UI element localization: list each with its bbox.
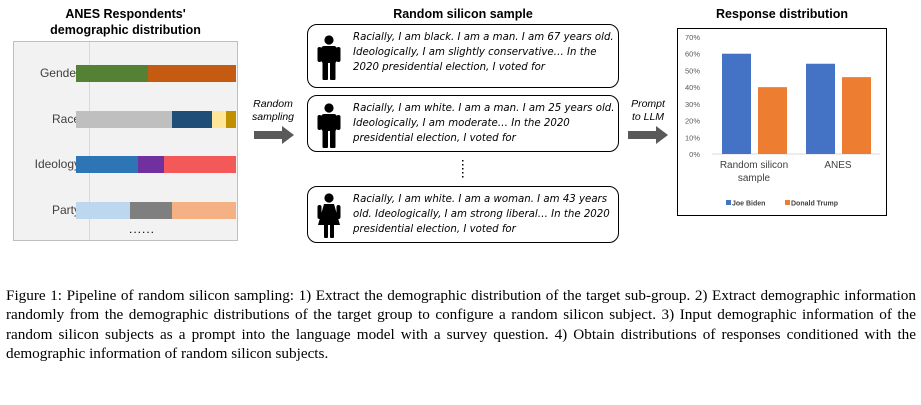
bar-segment (76, 202, 131, 219)
bar-segment (138, 156, 164, 173)
vertical-ellipsis-icon (462, 160, 464, 178)
y-tick-label: 0% (689, 150, 700, 159)
woman-person-icon (317, 193, 341, 238)
silicon-sample-card: Racially, I am black. I am a man. I am 6… (307, 24, 619, 88)
bar-race (76, 111, 236, 128)
bar-gender (76, 65, 236, 82)
row-label-ideology: Ideology (34, 157, 80, 171)
bar-joe-biden (722, 53, 751, 154)
prompt-to-llm-line1: Prompt (631, 98, 665, 110)
row-label-race: Race (51, 112, 80, 126)
random-sampling-line2: sampling (251, 111, 295, 123)
bar-segment (171, 202, 236, 219)
silicon-sample-card: Racially, I am white. I am a woman. I am… (307, 186, 619, 243)
legend-label: Joe Biden (732, 201, 765, 208)
bar-segment (172, 111, 212, 128)
man-person-icon (317, 35, 341, 80)
bar-segment (76, 65, 148, 82)
prompt-to-llm-line2: to LLM (631, 111, 665, 123)
x-category-label: ANES (824, 160, 852, 171)
left-title-line2: demographic distribution (50, 23, 201, 37)
y-tick-label: 30% (685, 100, 700, 109)
row-label-gender: Gender (39, 66, 80, 80)
y-tick-label: 60% (685, 50, 700, 59)
legend-swatch (726, 200, 731, 205)
y-tick-label: 40% (685, 83, 700, 92)
bar-segment (226, 111, 236, 128)
right-arrow-icon (254, 126, 294, 144)
x-category-label: sample (738, 173, 771, 184)
x-category-label: Random silicon (720, 160, 788, 171)
chart-title: Response distribution (716, 7, 848, 21)
panel-axis-line (89, 42, 90, 240)
prompt-to-llm-label: Prompt to LLM (620, 98, 676, 124)
bar-donald-trump (842, 77, 871, 154)
chart-svg: 0% 10% 20% 30% 40% 50% 60% 70% Random silicon sam… (685, 33, 880, 208)
bar-joe-biden (806, 63, 835, 154)
left-title-line1: ANES Respondents' (65, 7, 186, 21)
random-sampling-label: Random sampling (243, 98, 303, 124)
middle-title: Random silicon sample (393, 7, 533, 21)
bar-segment (212, 111, 227, 128)
more-rows-ellipsis: ...... (129, 222, 156, 236)
sample-text: Racially, I am white. I am a man. I am 2… (353, 103, 615, 144)
random-sampling-line1: Random (253, 98, 293, 110)
bar-donald-trump (758, 87, 787, 154)
legend-label: Donald Trump (791, 201, 838, 208)
sample-text: Racially, I am white. I am a woman. I am… (353, 194, 610, 235)
y-tick-label: 20% (685, 117, 700, 126)
legend-swatch (785, 200, 790, 205)
bar-segment (76, 111, 172, 128)
y-tick-label: 50% (685, 66, 700, 75)
row-label-party: Party (51, 203, 80, 217)
left-panel-title: ANES Respondents' demographic distributi… (13, 6, 238, 38)
bar-ideology (76, 156, 236, 173)
right-arrow-icon (628, 126, 668, 144)
y-tick-label: 10% (685, 133, 700, 142)
bar-segment (76, 156, 139, 173)
response-distribution-chart: 0% 10% 20% 30% 40% 50% 60% 70% Random silicon sam… (677, 28, 887, 216)
sample-text: Racially, I am black. I am a man. I am 6… (353, 32, 614, 73)
demographic-distribution-panel: Gender Race Ideology Party ...... (13, 41, 238, 241)
bar-segment (163, 156, 236, 173)
bar-party (76, 202, 236, 219)
bar-segment (148, 65, 236, 82)
silicon-sample-card: Racially, I am white. I am a man. I am 2… (307, 95, 619, 152)
y-tick-label: 70% (685, 33, 700, 42)
figure-caption: Figure 1: Pipeline of random silicon sam… (6, 287, 916, 363)
bar-segment (130, 202, 172, 219)
man-person-icon (317, 103, 341, 148)
